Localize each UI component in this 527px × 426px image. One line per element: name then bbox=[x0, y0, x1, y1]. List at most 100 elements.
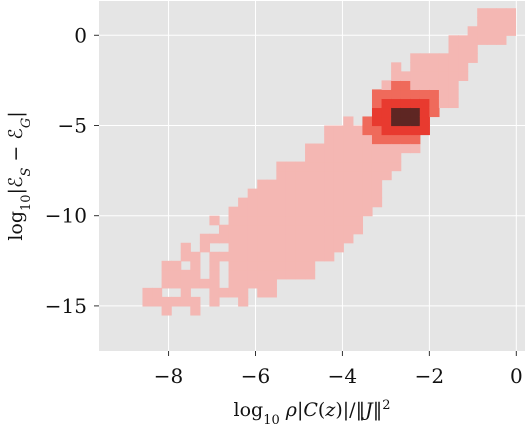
low-density-cell bbox=[381, 80, 392, 91]
low-density-cell bbox=[371, 197, 383, 208]
low-density-cell bbox=[266, 206, 277, 217]
y-tick-label: −5 bbox=[58, 113, 87, 137]
low-density-cell bbox=[362, 179, 373, 190]
low-density-cell bbox=[486, 8, 497, 18]
low-density-cell bbox=[247, 233, 258, 244]
low-density-cell bbox=[190, 260, 201, 271]
low-density-cell bbox=[438, 89, 450, 100]
low-density-cell bbox=[305, 152, 316, 163]
low-density-cell bbox=[305, 251, 316, 262]
low-density-cell bbox=[314, 161, 325, 172]
low-density-cell bbox=[305, 269, 316, 280]
low-density-cell bbox=[266, 242, 277, 253]
low-density-cell bbox=[381, 152, 392, 163]
low-density-cell bbox=[238, 206, 249, 217]
mid-density-cell bbox=[391, 80, 402, 91]
low-density-cell bbox=[324, 242, 335, 253]
low-density-cell bbox=[218, 233, 230, 244]
high-density-cell bbox=[381, 125, 392, 136]
low-density-cell bbox=[266, 287, 277, 298]
low-density-cell bbox=[276, 188, 287, 199]
low-density-cell bbox=[305, 260, 316, 271]
y-axis-ticks: 0 −5 −10 −15 bbox=[45, 23, 99, 318]
low-density-cell bbox=[343, 143, 354, 154]
low-density-cell bbox=[381, 170, 392, 181]
low-density-cell bbox=[190, 278, 201, 289]
low-density-cell bbox=[209, 260, 220, 271]
low-density-cell bbox=[285, 179, 297, 190]
low-density-cell bbox=[324, 206, 335, 217]
high-density-cell bbox=[381, 107, 392, 118]
low-density-cell bbox=[314, 143, 325, 154]
low-density-cell bbox=[496, 26, 507, 36]
low-density-cell bbox=[324, 125, 335, 136]
low-density-cell bbox=[305, 242, 316, 253]
low-density-cell bbox=[161, 296, 172, 307]
low-density-cell bbox=[257, 278, 268, 289]
low-density-cell bbox=[228, 269, 239, 280]
low-density-cell bbox=[305, 188, 316, 199]
low-density-cell bbox=[419, 71, 430, 81]
high-density-cell bbox=[400, 98, 411, 109]
low-density-cell bbox=[352, 143, 364, 154]
mid-density-cell bbox=[429, 107, 440, 118]
low-density-cell bbox=[305, 224, 316, 235]
y-tick-label: −15 bbox=[45, 294, 87, 318]
low-density-cell bbox=[343, 188, 354, 199]
low-density-cell bbox=[276, 242, 287, 253]
low-density-cell bbox=[266, 269, 277, 280]
low-density-cell bbox=[161, 278, 172, 289]
peak-density-cell bbox=[400, 107, 411, 118]
low-density-cell bbox=[438, 53, 450, 63]
low-density-cell bbox=[352, 125, 364, 136]
low-density-cell bbox=[371, 170, 383, 181]
low-density-cell bbox=[391, 161, 402, 172]
low-density-cell bbox=[324, 152, 335, 163]
low-density-cell bbox=[257, 224, 268, 235]
low-density-cell bbox=[505, 26, 517, 36]
low-density-cell bbox=[352, 152, 364, 163]
low-density-cell bbox=[285, 161, 297, 172]
low-density-cell bbox=[333, 215, 344, 226]
low-density-cell bbox=[209, 233, 220, 244]
low-density-cell bbox=[391, 71, 402, 81]
low-density-cell bbox=[295, 179, 306, 190]
low-density-cell bbox=[343, 125, 354, 136]
low-density-cell bbox=[305, 143, 316, 154]
low-density-cell bbox=[343, 233, 354, 244]
high-density-cell bbox=[419, 98, 430, 109]
low-density-cell bbox=[266, 197, 277, 208]
low-density-cell bbox=[276, 206, 287, 217]
low-density-cell bbox=[419, 62, 430, 72]
low-density-cell bbox=[391, 152, 402, 163]
low-density-cell bbox=[218, 287, 230, 298]
low-density-cell bbox=[333, 242, 344, 253]
low-density-cell bbox=[142, 296, 153, 307]
low-density-cell bbox=[285, 197, 297, 208]
low-density-cell bbox=[190, 251, 201, 262]
low-density-cell bbox=[285, 188, 297, 199]
peak-density-cell bbox=[400, 116, 411, 127]
peak-density-cell bbox=[391, 116, 402, 127]
peak-density-cell bbox=[391, 107, 402, 118]
low-density-cell bbox=[180, 287, 191, 298]
low-density-cell bbox=[458, 71, 469, 81]
low-density-cell bbox=[324, 161, 335, 172]
low-density-cell bbox=[410, 62, 421, 72]
low-density-cell bbox=[448, 89, 459, 100]
low-density-cell bbox=[362, 188, 373, 199]
low-density-cell bbox=[324, 224, 335, 235]
mid-density-cell bbox=[400, 89, 411, 100]
mid-density-cell bbox=[429, 98, 440, 109]
x-tick-label: −6 bbox=[241, 364, 270, 388]
low-density-cell bbox=[343, 170, 354, 181]
low-density-cell bbox=[257, 215, 268, 226]
low-density-cell bbox=[419, 53, 430, 63]
low-density-cell bbox=[257, 251, 268, 262]
low-density-cell bbox=[257, 233, 268, 244]
mid-density-cell bbox=[371, 98, 383, 109]
low-density-cell bbox=[228, 287, 239, 298]
low-density-cell bbox=[238, 296, 249, 307]
mid-density-cell bbox=[371, 89, 383, 100]
low-density-cell bbox=[161, 260, 172, 271]
